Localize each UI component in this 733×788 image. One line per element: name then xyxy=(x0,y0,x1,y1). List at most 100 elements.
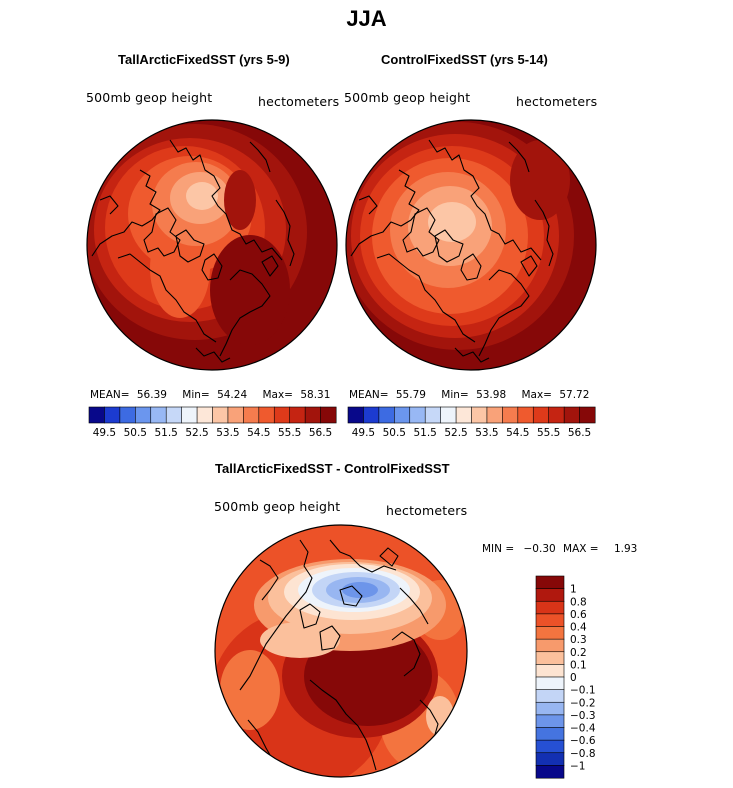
panel1-colorbar-tick-label: 52.5 xyxy=(185,427,208,439)
diff-colorbar-swatch xyxy=(535,752,565,766)
panel1-colorbar-tick-label: 56.5 xyxy=(309,427,332,439)
panel1-map xyxy=(87,120,337,370)
panel2-colorbar-swatch xyxy=(378,406,395,424)
diff-colorbar-tick-label: −0.4 xyxy=(570,723,596,735)
diff-colorbar-tick-label: 0.1 xyxy=(570,659,587,671)
panel2-colorbar-swatch xyxy=(502,406,519,424)
panel2-colorbar-swatch xyxy=(424,406,442,424)
panel2-colorbar-swatch xyxy=(563,406,581,424)
panel1-colorbar-swatch xyxy=(165,406,183,424)
panel1-colorbar-swatch xyxy=(243,406,260,424)
panel1-variable-label: 500mb geop height xyxy=(86,90,213,105)
panel2-colorbar-tick-label: 50.5 xyxy=(383,427,406,439)
panel1-min-label: Min= xyxy=(182,389,210,401)
panel2-colorbar-tick-label: 56.5 xyxy=(568,427,591,439)
panel1-colorbar-tick-label: 53.5 xyxy=(216,427,239,439)
panel1-colorbar-tick-label: 49.5 xyxy=(93,427,116,439)
panel1-colorbar-tick-label: 55.5 xyxy=(278,427,301,439)
diff-colorbar-tick-label: 0.8 xyxy=(570,596,587,608)
panel1-colorbar-swatch xyxy=(289,406,306,424)
diff-colorbar-swatch xyxy=(535,613,565,627)
panel2-max-value: 57.72 xyxy=(559,389,590,401)
panel1-mean-value: 56.39 xyxy=(136,389,167,401)
panel1-max-label: Max= xyxy=(262,389,293,401)
panel2-colorbar-swatch xyxy=(363,406,380,424)
panel2-colorbar-tick-label: 55.5 xyxy=(537,427,560,439)
panel1-colorbar-swatch xyxy=(304,406,322,424)
diff-colorbar-swatch xyxy=(535,575,565,590)
diff-colorbar-swatch xyxy=(535,701,565,716)
panel2-colorbar-tick-label: 52.5 xyxy=(444,427,467,439)
diff-colorbar-swatch xyxy=(535,765,565,779)
panel1-colorbar-swatch xyxy=(119,406,136,424)
panel2-units-label: hectometers xyxy=(516,94,598,109)
panel1-colorbar-tick-label: 54.5 xyxy=(247,427,270,439)
diff-colorbar-swatch xyxy=(535,638,565,653)
panel2-colorbar-tick-label: 51.5 xyxy=(413,427,436,439)
diff-colorbar-swatch xyxy=(535,689,565,703)
panel2-colorbar-swatch xyxy=(409,406,426,424)
panel2-mean-value: 55.79 xyxy=(395,389,426,401)
diff-colorbar-swatch xyxy=(535,739,565,754)
panel1-colorbar-swatch xyxy=(227,406,244,424)
diff-map-border xyxy=(214,524,468,778)
diff-min-value: −0.30 xyxy=(523,543,556,555)
panel2-min-value: 53.98 xyxy=(476,389,507,401)
diff-colorbar-tick-label: −0.6 xyxy=(570,735,596,747)
panel1-colorbar-swatch xyxy=(258,406,275,424)
diff-colorbar-swatch xyxy=(535,727,565,741)
diff-max-label: MAX = xyxy=(563,543,599,555)
panel2-map xyxy=(346,120,596,370)
panel2-colorbar-tick-label: 49.5 xyxy=(352,427,375,439)
panel1-colorbar-swatch xyxy=(135,406,152,424)
diff-colorbar-tick-label: 0 xyxy=(570,672,577,684)
diff-colorbar-tick-label: 0.2 xyxy=(570,647,587,659)
panel1-colorbar-tick-label: 51.5 xyxy=(154,427,177,439)
panel2-colorbar-swatch xyxy=(440,406,457,424)
panel2-colorbar-swatch xyxy=(548,406,565,424)
diff-colorbar-tick-label: 0.6 xyxy=(570,609,587,621)
panel2-colorbar-swatch xyxy=(486,406,503,424)
panel1-colorbar-swatch xyxy=(320,406,337,424)
panel2-colorbar-swatch xyxy=(532,406,550,424)
panel1-colorbar-swatch xyxy=(150,406,167,424)
panel2-colorbar-swatch xyxy=(579,406,596,424)
diff-colorbar-tick-label: 0.4 xyxy=(570,622,587,634)
diff-variable-label: 500mb geop height xyxy=(214,499,341,514)
panel2-min-label: Min= xyxy=(441,389,469,401)
panel1-colorbar-swatch xyxy=(88,406,105,424)
diff-colorbar-tick-label: −0.1 xyxy=(570,685,596,697)
panel2-colorbar-swatch xyxy=(471,406,488,424)
diff-colorbar-tick-label: −0.8 xyxy=(570,748,596,760)
panel1-min-value: 54.24 xyxy=(217,389,248,401)
panel2-colorbar-tick-label: 53.5 xyxy=(475,427,498,439)
panel2-colorbar-tick-label: 54.5 xyxy=(506,427,529,439)
panel2-map-border xyxy=(345,119,597,371)
diff-colorbar-swatch xyxy=(535,626,565,640)
panel2-variable-label: 500mb geop height xyxy=(344,90,471,105)
diff-colorbar-tick-label: 1 xyxy=(570,584,577,596)
diff-colorbar-swatch xyxy=(535,600,565,615)
panel1-max-value: 58.31 xyxy=(300,389,331,401)
panel1-colorbar: 49.5 50.5 51.5 52.5 53.5 54.5 55.5 56.5 xyxy=(88,406,337,439)
panel2-colorbar: 49.5 50.5 51.5 52.5 53.5 54.5 55.5 56.5 xyxy=(347,406,596,439)
panel1-colorbar-swatch xyxy=(212,406,229,424)
diff-colorbar-tick-label: −0.2 xyxy=(570,697,596,709)
diff-units-label: hectometers xyxy=(386,503,468,518)
diff-colorbar-tick-label: 0.3 xyxy=(570,634,587,646)
page-title: JJA xyxy=(346,6,387,31)
panel2-colorbar-swatch xyxy=(517,406,534,424)
panel1-colorbar-swatch xyxy=(104,406,121,424)
diff-map xyxy=(215,525,467,777)
diff-colorbar-swatch xyxy=(535,676,565,691)
panel1-title: TallArcticFixedSST (yrs 5-9) xyxy=(118,52,290,67)
diff-max-value: 1.93 xyxy=(613,543,638,555)
diff-colorbar-swatch xyxy=(535,651,565,665)
panel2-colorbar-swatch xyxy=(347,406,364,424)
diff-colorbar-tick-label: −1 xyxy=(570,760,585,772)
diff-title: TallArcticFixedSST - ControlFixedSST xyxy=(215,461,450,476)
panel1-colorbar-swatch xyxy=(273,406,291,424)
diff-colorbar: 10.80.60.40.30.20.10−0.1−0.2−0.3−0.4−0.6… xyxy=(535,575,596,779)
panel1-stats: MEAN= 56.39 Min= 54.24 Max= 58.31 xyxy=(90,389,330,401)
